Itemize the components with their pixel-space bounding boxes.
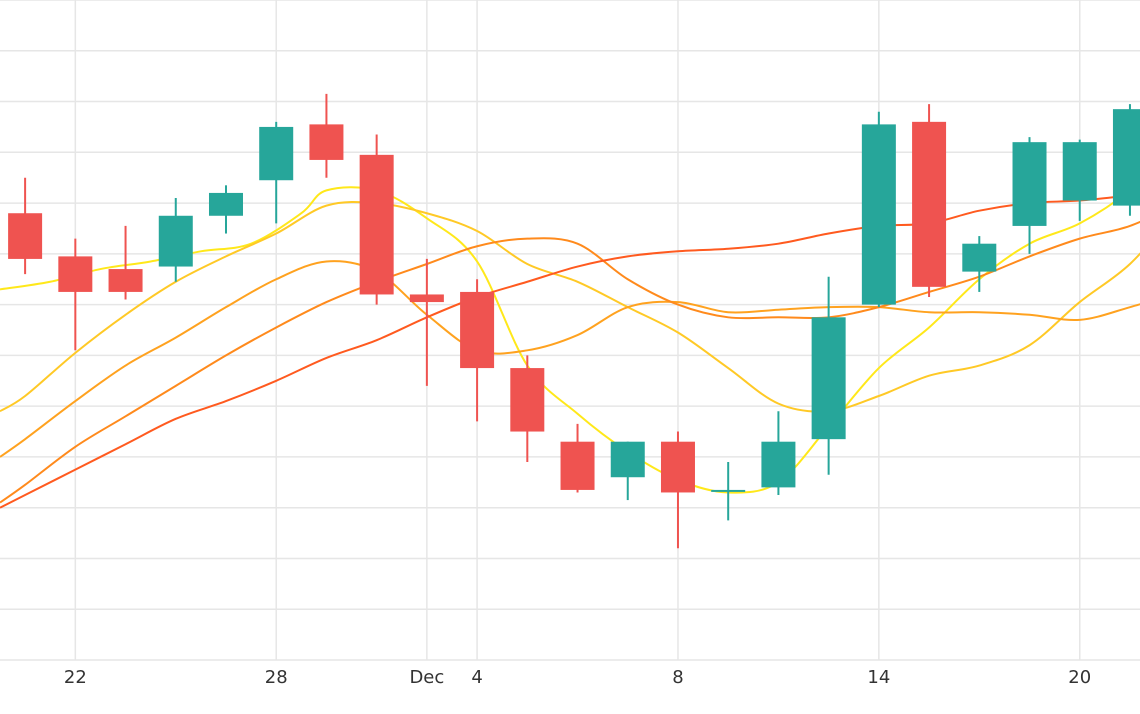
candle-body-down xyxy=(8,213,43,259)
x-tick-label: 22 xyxy=(64,667,87,688)
grid-layer xyxy=(0,0,1140,661)
candle-body-up xyxy=(1012,142,1047,226)
x-tick-label: 28 xyxy=(265,667,288,688)
x-tick-label: 8 xyxy=(672,667,683,688)
candle-body-down xyxy=(309,124,344,160)
candle-body-up xyxy=(259,126,294,181)
candle-body-down xyxy=(460,291,495,369)
x-tick-label: 4 xyxy=(471,667,482,688)
x-tick-label: 20 xyxy=(1068,667,1091,688)
candle-body-up xyxy=(208,192,243,216)
candle-body-up xyxy=(761,441,796,488)
candle-body-up xyxy=(610,441,645,478)
candle-body-down xyxy=(58,256,93,292)
candle-body-up xyxy=(811,317,846,440)
moving-average-layer xyxy=(0,180,1140,509)
candle-body-down xyxy=(510,368,545,432)
candle-body-up xyxy=(158,215,193,267)
candle-body-down xyxy=(660,441,695,493)
candle-layer xyxy=(8,93,1140,549)
candle-body-down xyxy=(108,269,143,292)
candle-body-up xyxy=(962,243,997,272)
candle-body-up xyxy=(1112,109,1140,206)
candle-body-up xyxy=(861,124,896,305)
candle-body-down xyxy=(560,441,595,490)
candle-body-down xyxy=(409,294,444,303)
x-tick-label: 14 xyxy=(867,667,890,688)
candle-body-up xyxy=(711,489,746,492)
candle-body-down xyxy=(912,121,947,287)
moving-average-line-1 xyxy=(0,180,1140,494)
candle-body-up xyxy=(1062,142,1097,201)
moving-average-line-3 xyxy=(0,260,1140,458)
x-tick-label: Dec xyxy=(409,667,444,688)
x-axis: 22 28 Dec 4 8 14 20 xyxy=(64,667,1091,688)
moving-average-line-5 xyxy=(0,193,1140,509)
candle-body-down xyxy=(359,154,394,295)
moving-average-line-2 xyxy=(0,200,1140,413)
